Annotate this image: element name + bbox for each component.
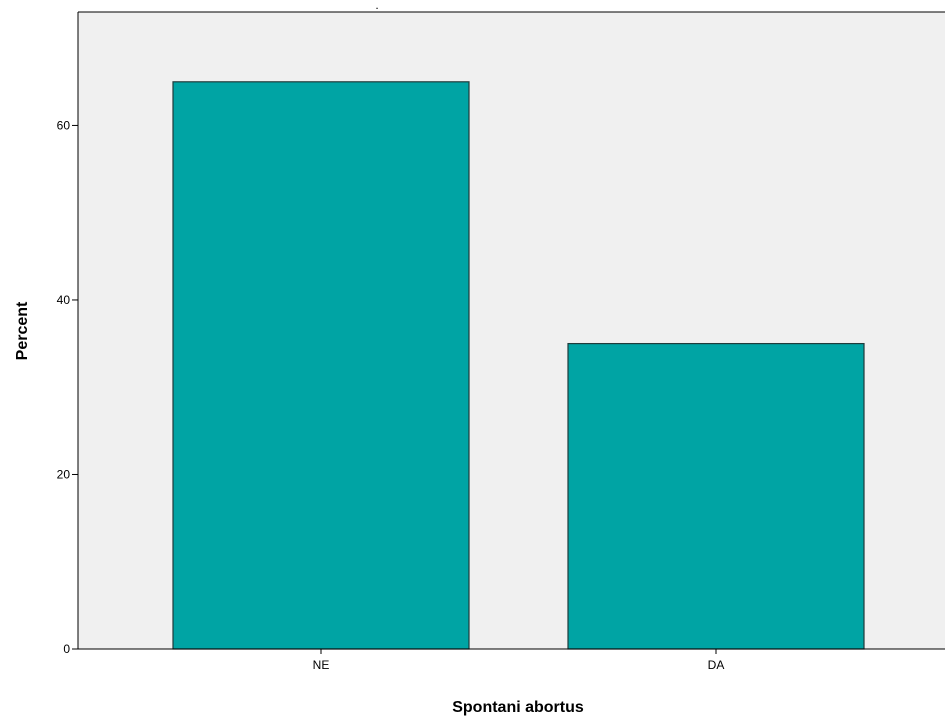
y-tick-label: 0: [63, 642, 70, 656]
x-axis-title: Spontani abortus: [452, 699, 584, 716]
x-tick-label: DA: [708, 658, 725, 672]
chart-title: .: [375, 0, 378, 12]
y-tick-label: 60: [57, 118, 71, 132]
x-tick-label: NE: [313, 658, 330, 672]
bar-da: [567, 342, 865, 650]
y-tick-label: 40: [57, 293, 71, 307]
y-ticks-layer: 0 20 40 60: [57, 118, 78, 656]
y-tick-label: 20: [57, 467, 71, 481]
bar-ne: [172, 81, 470, 650]
y-axis-title: Percent: [14, 301, 31, 360]
bars-layer: [172, 81, 865, 650]
x-ticks-layer: NE DA: [313, 649, 725, 672]
